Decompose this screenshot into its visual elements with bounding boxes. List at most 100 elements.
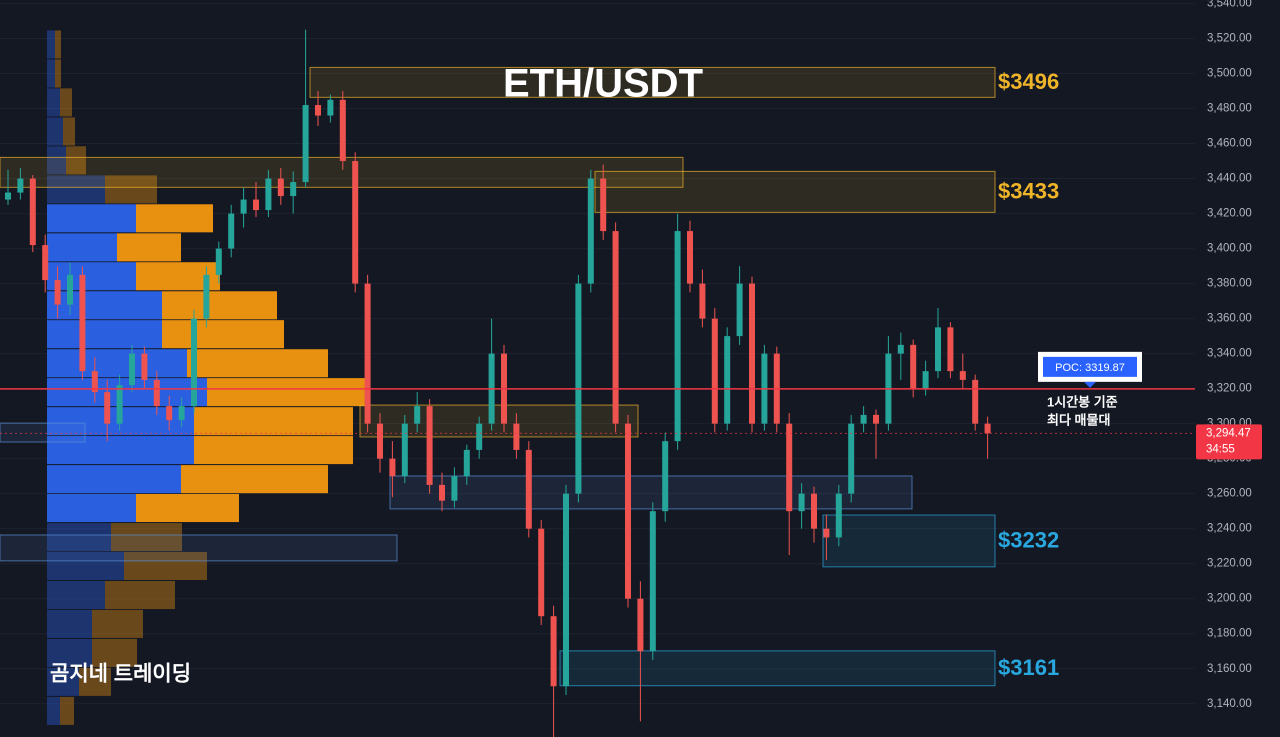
candle-body xyxy=(637,598,644,652)
candle-body xyxy=(798,493,805,512)
poc-label: POC: 3319.87 xyxy=(1055,362,1125,374)
candle-body xyxy=(29,178,36,246)
candle-body xyxy=(649,511,656,652)
profile-sell xyxy=(105,175,157,204)
candle-body xyxy=(563,493,569,687)
profile-buy xyxy=(47,30,55,59)
profile-sell xyxy=(66,146,86,175)
profile-buy xyxy=(47,551,124,580)
profile-sell xyxy=(181,465,328,494)
candle-body xyxy=(364,283,371,424)
y-tick-label: 3,360.00 xyxy=(1207,313,1252,325)
profile-sell xyxy=(162,291,277,320)
candle-body xyxy=(401,423,408,477)
profile-sell xyxy=(162,320,284,349)
zone-label: $3433 xyxy=(998,179,1059,204)
poc-note: 1시간봉 기준 xyxy=(1047,394,1118,409)
profile-sell xyxy=(63,117,75,146)
candle-body xyxy=(662,441,669,512)
y-tick-label: 3,520.00 xyxy=(1207,33,1252,45)
candles xyxy=(5,29,991,737)
zone xyxy=(594,170,996,213)
profile-sell xyxy=(92,638,137,668)
profile-buy xyxy=(47,436,194,465)
profile-buy xyxy=(47,465,181,494)
candle-body xyxy=(54,280,61,305)
candle-body xyxy=(972,379,979,424)
y-tick-label: 3,240.00 xyxy=(1207,523,1252,535)
profile-buy xyxy=(47,233,117,262)
candle-body xyxy=(674,231,681,442)
candle-body xyxy=(203,274,210,319)
candle-body xyxy=(5,192,11,200)
candle-body xyxy=(860,414,867,424)
candle-body xyxy=(525,449,532,529)
profile-sell xyxy=(194,407,353,436)
zones: $3496 $3433 $3232 $3161 xyxy=(0,66,1059,687)
candle-body xyxy=(153,379,160,407)
profile-buy xyxy=(47,523,111,552)
y-tick-label: 3,460.00 xyxy=(1207,138,1252,150)
candle-body xyxy=(699,283,706,319)
y-tick-label: 3,540.00 xyxy=(1207,0,1252,10)
profile-sell xyxy=(207,378,365,407)
candle-body xyxy=(811,493,817,529)
candle-body xyxy=(513,423,520,450)
profile-buy xyxy=(47,378,207,407)
candle-body xyxy=(711,318,718,424)
y-tick-label: 3,380.00 xyxy=(1207,278,1252,290)
candle-body xyxy=(215,248,222,275)
candle-body xyxy=(625,423,631,599)
y-tick-label: 3,420.00 xyxy=(1207,208,1252,220)
candle-body xyxy=(687,231,693,284)
y-tick-label: 3,160.00 xyxy=(1207,663,1252,675)
candle-body xyxy=(377,423,383,459)
profile-sell xyxy=(136,204,213,233)
candle-body xyxy=(228,213,235,249)
candle-body xyxy=(439,484,445,501)
profile-sell xyxy=(60,88,72,117)
candle-body xyxy=(476,423,483,450)
profile-sell xyxy=(79,667,111,696)
profile-buy xyxy=(47,638,92,668)
y-tick-label: 3,480.00 xyxy=(1207,103,1252,115)
zone xyxy=(0,156,684,188)
candle-body xyxy=(42,245,49,281)
watermark: 곰지네 트레이딩 xyxy=(50,663,191,686)
candle-body xyxy=(786,423,793,512)
candle-body xyxy=(848,423,855,494)
candle-body xyxy=(550,616,557,687)
profile-buy xyxy=(47,580,105,610)
candle-body xyxy=(823,528,830,538)
candle-body xyxy=(352,161,359,284)
profile-buy xyxy=(47,609,92,638)
candle-body xyxy=(414,406,421,424)
profile-sell xyxy=(124,551,207,580)
profile-buy xyxy=(47,88,60,117)
candle-body xyxy=(910,344,917,389)
profile-sell xyxy=(136,493,239,523)
candle-body xyxy=(327,99,334,116)
profile-sell xyxy=(55,59,61,88)
profile-buy xyxy=(47,262,136,291)
price-axis xyxy=(1195,0,1280,737)
profile-buy xyxy=(47,667,79,696)
profile-buy xyxy=(47,117,63,146)
profile-buy xyxy=(47,349,187,378)
candle-body xyxy=(116,385,123,424)
candle-body xyxy=(240,199,247,214)
candle-body xyxy=(451,476,458,501)
y-tick-label: 3,140.00 xyxy=(1207,698,1252,710)
candle-body xyxy=(984,423,991,434)
profile-sell xyxy=(187,349,328,378)
y-tick-label: 3,180.00 xyxy=(1207,628,1252,640)
profile-sell xyxy=(60,696,74,725)
candle-body xyxy=(315,105,321,116)
candle-body xyxy=(277,178,284,197)
y-tick-label: 3,440.00 xyxy=(1207,173,1252,185)
chart-title: ETH/USDT xyxy=(503,62,703,106)
profile-sell xyxy=(92,609,143,638)
candle-body xyxy=(538,528,545,617)
profile-buy xyxy=(47,320,162,349)
profile-sell xyxy=(194,436,353,465)
